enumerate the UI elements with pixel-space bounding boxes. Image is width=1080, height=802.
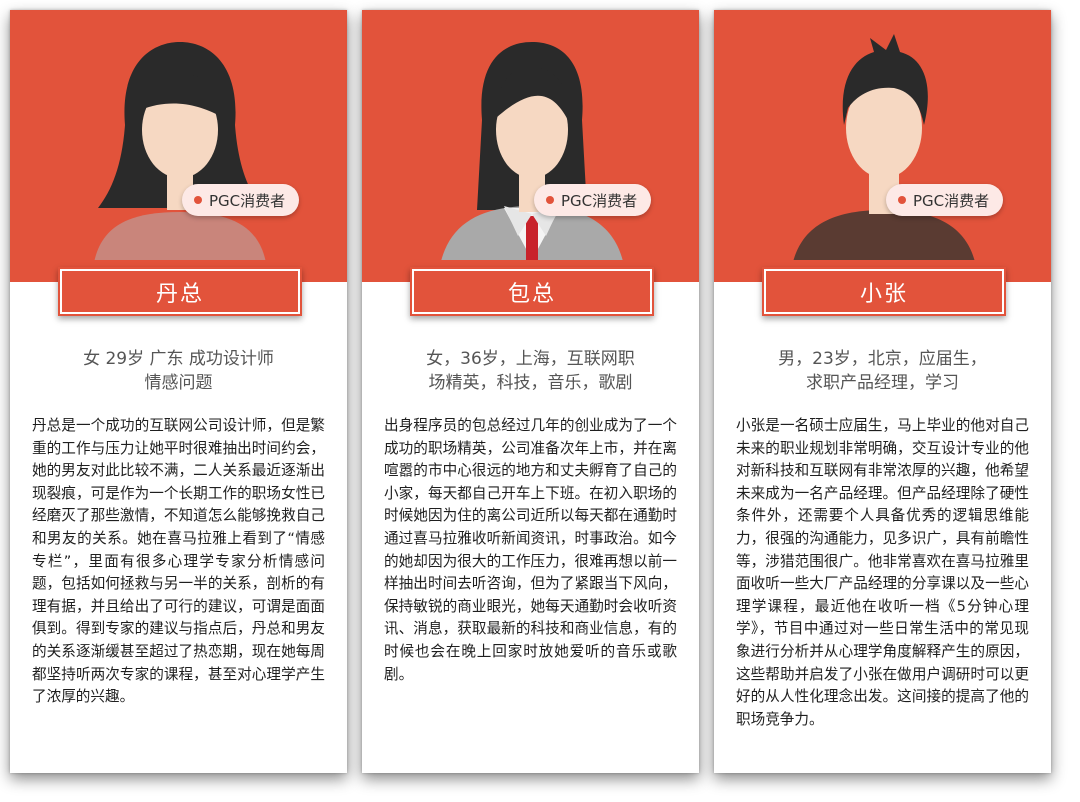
persona-name: 小张 xyxy=(762,267,1006,316)
badge-dot-icon xyxy=(898,196,906,204)
persona-summary: 女 29岁 广东 成功设计师 情感问题 xyxy=(30,347,327,395)
persona-type-badge: PGC消费者 xyxy=(886,184,1004,216)
persona-summary: 女，36岁，上海，互联网职 场精英，科技，音乐，歌剧 xyxy=(382,347,679,395)
summary-line-1: 女 29岁 广东 成功设计师 xyxy=(83,349,274,369)
persona-card-dan: PGC消费者 丹总 女 29岁 广东 成功设计师 情感问题 丹总是一个成功的互联… xyxy=(10,10,347,773)
persona-type-badge: PGC消费者 xyxy=(182,184,300,216)
persona-type-badge: PGC消费者 xyxy=(534,184,652,216)
persona-summary: 男，23岁，北京，应届生， 求职产品经理，学习 xyxy=(734,347,1031,395)
summary-line-1: 女，36岁，上海，互联网职 xyxy=(426,349,635,369)
badge-dot-icon xyxy=(546,196,554,204)
woman-avatar-icon xyxy=(94,42,266,260)
card-header-bg xyxy=(10,10,347,282)
persona-name: 包总 xyxy=(410,267,654,316)
card-header-bg xyxy=(714,10,1051,282)
badge-label: PGC消费者 xyxy=(913,191,990,210)
man-avatar-icon xyxy=(793,34,975,260)
card-header-bg xyxy=(362,10,699,282)
summary-line-2: 场精英，科技，音乐，歌剧 xyxy=(428,373,633,393)
persona-card-zhang: PGC消费者 小张 男，23岁，北京，应届生， 求职产品经理，学习 小张是一名硕… xyxy=(714,10,1051,773)
summary-line-1: 男，23岁，北京，应届生， xyxy=(778,349,987,369)
badge-label: PGC消费者 xyxy=(209,191,286,210)
businesswoman-avatar-icon xyxy=(441,42,623,260)
persona-bio: 丹总是一个成功的互联网公司设计师，但是繁重的工作与压力让她平时很难抽出时间约会，… xyxy=(32,417,325,706)
persona-name: 丹总 xyxy=(58,267,302,316)
persona-bio: 小张是一名硕士应届生，马上毕业的他对自己未来的职业规划非常明确，交互设计专业的他… xyxy=(736,417,1029,728)
badge-label: PGC消费者 xyxy=(561,191,638,210)
summary-line-2: 求职产品经理，学习 xyxy=(806,373,959,393)
persona-card-bao: PGC消费者 包总 女，36岁，上海，互联网职 场精英，科技，音乐，歌剧 出身程… xyxy=(362,10,699,773)
persona-bio: 出身程序员的包总经过几年的创业成为了一个成功的职场精英，公司准备次年上市，并在离… xyxy=(384,417,677,683)
summary-line-2: 情感问题 xyxy=(144,373,213,393)
badge-dot-icon xyxy=(194,196,202,204)
